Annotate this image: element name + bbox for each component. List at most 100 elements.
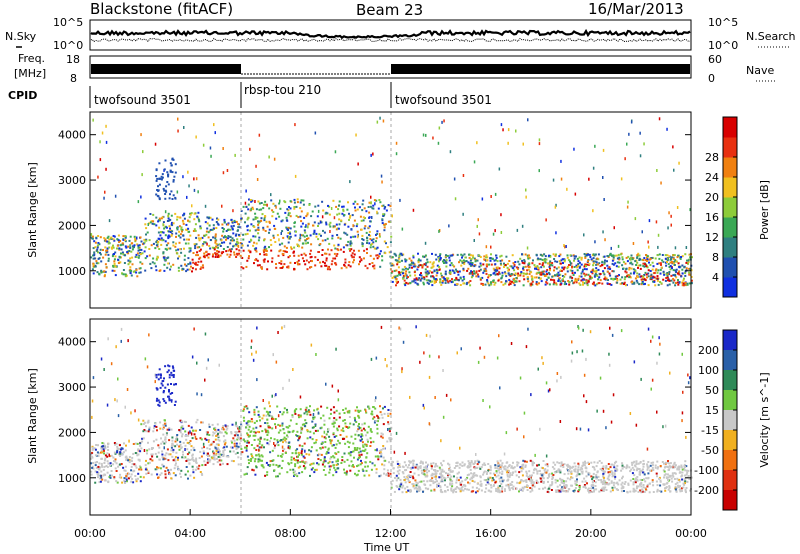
scatter-point (329, 439, 332, 442)
scatter-point (239, 226, 242, 229)
scatter-point (473, 239, 475, 242)
scatter-point (412, 459, 414, 462)
scatter-point (214, 241, 217, 244)
scatter-point (153, 223, 156, 226)
scatter-point (405, 277, 408, 280)
scatter-point (538, 271, 541, 274)
scatter-point (433, 269, 436, 272)
scatter-point (234, 234, 237, 237)
scatter-point (293, 201, 296, 204)
scatter-point (303, 235, 306, 238)
scatter-point (217, 444, 220, 447)
scatter-point (252, 244, 255, 247)
scatter-point (214, 445, 217, 448)
scatter-point (621, 256, 624, 259)
scatter-point (483, 470, 486, 473)
scatter-point (663, 462, 665, 465)
scatter-point (294, 465, 297, 468)
scatter-point (347, 411, 349, 414)
scatter-point (649, 270, 652, 272)
scatter-point (485, 473, 488, 475)
scatter-point (263, 438, 266, 441)
scatter-point (565, 245, 567, 248)
scatter-point (677, 466, 680, 469)
scatter-point (643, 490, 646, 493)
scatter-point (302, 461, 305, 463)
scatter-point (520, 470, 523, 473)
scatter-point (161, 456, 164, 459)
scatter-point (96, 246, 99, 249)
scatter-point (372, 440, 375, 443)
scatter-point (470, 270, 473, 273)
scatter-point (466, 474, 469, 477)
scatter-point (92, 272, 95, 275)
scatter-point (366, 242, 368, 244)
scatter-point (616, 281, 619, 284)
scatter-point (179, 248, 182, 251)
scatter-point (95, 466, 98, 469)
scatter-point (113, 269, 116, 272)
scatter-point (639, 131, 641, 135)
scatter-point (637, 252, 640, 255)
scatter-point (255, 164, 257, 168)
scatter-point (91, 237, 94, 240)
scatter-point (154, 468, 157, 471)
scatter-point (523, 485, 526, 488)
scatter-point (264, 474, 267, 477)
scatter-point (200, 438, 203, 441)
scatter-point (620, 483, 623, 486)
scatter-point (237, 427, 240, 430)
scatter-point (495, 489, 498, 492)
scatter-point (520, 467, 523, 470)
scatter-point (200, 455, 203, 458)
scatter-point (431, 252, 433, 255)
scatter-point (375, 237, 378, 240)
scatter-point (338, 218, 341, 221)
scatter-point (665, 277, 668, 279)
scatter-point (461, 480, 464, 483)
scatter-point (164, 454, 167, 457)
scatter-point (401, 227, 404, 231)
scatter-point (512, 488, 515, 491)
scatter-point (246, 229, 249, 232)
scatter-point (619, 253, 622, 256)
scatter-point (104, 273, 106, 276)
scatter-point (134, 237, 137, 240)
scatter-point (181, 456, 184, 459)
scatter-point (108, 219, 111, 223)
scatter-point (208, 458, 211, 461)
scatter-point (396, 476, 399, 479)
scatter-point (652, 280, 654, 283)
scatter-point (683, 463, 686, 466)
scatter-point (187, 219, 190, 222)
scatter-point (551, 472, 554, 475)
scatter-point (509, 474, 512, 477)
scatter-point (253, 447, 256, 450)
scatter-point (287, 229, 289, 231)
scatter-point (555, 491, 558, 493)
scatter-point (112, 246, 115, 249)
scatter-point (302, 199, 305, 202)
scatter-point (174, 212, 177, 215)
scatter-point (672, 278, 675, 280)
scatter-point (648, 245, 650, 249)
scatter-point (104, 238, 107, 241)
scatter-point (477, 218, 479, 222)
scatter-point (685, 246, 688, 249)
scatter-point (187, 170, 189, 174)
scatter-point (200, 260, 203, 263)
scatter-point (495, 266, 498, 269)
scatter-point (654, 257, 657, 260)
scatter-point (646, 463, 649, 466)
scatter-point (188, 184, 190, 188)
scatter-point (546, 463, 549, 466)
scatter-point (336, 458, 339, 461)
scatter-point (92, 254, 94, 257)
scatter-point (155, 257, 158, 260)
scatter-point (233, 253, 236, 256)
scatter-point (643, 462, 645, 465)
scatter-point (425, 133, 427, 137)
scatter-point (552, 476, 554, 479)
scatter-point (607, 463, 610, 465)
scatter-point (445, 261, 448, 264)
